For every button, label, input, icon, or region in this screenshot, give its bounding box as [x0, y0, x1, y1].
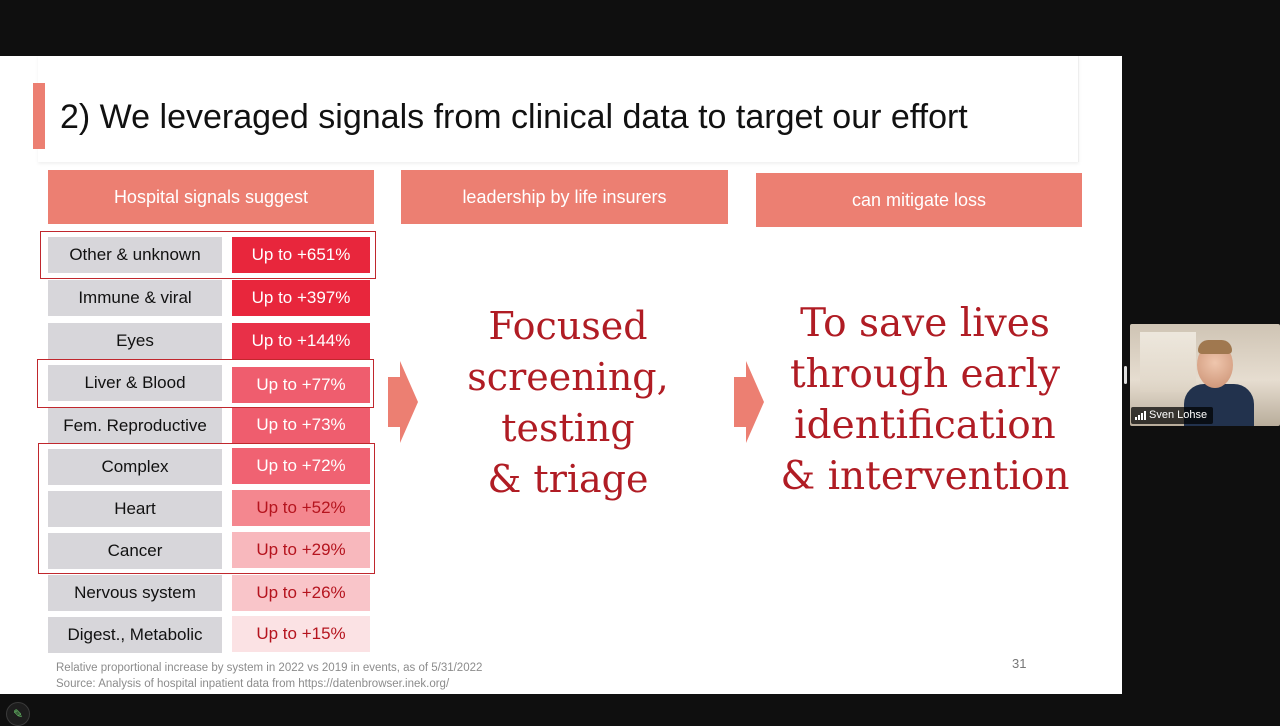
- pencil-icon: ✎: [12, 707, 24, 721]
- presentation-slide: 2) We leveraged signals from clinical da…: [0, 56, 1122, 694]
- signal-label: Immune & viral: [48, 280, 222, 316]
- signal-label: Cancer: [48, 533, 222, 569]
- column-header-mitigate-loss: can mitigate loss: [756, 173, 1082, 227]
- focused-screening-text: Focused screening, testing & triage: [467, 304, 669, 501]
- signal-strength-icon: [1135, 411, 1146, 420]
- signal-label: Eyes: [48, 323, 222, 359]
- signal-label: Other & unknown: [48, 237, 222, 273]
- signal-value: Up to +29%: [232, 532, 370, 568]
- signal-label: Liver & Blood: [48, 365, 222, 401]
- title-area: [38, 56, 1079, 162]
- signal-value: Up to +73%: [232, 407, 370, 443]
- panel-resize-handle[interactable]: [1124, 366, 1127, 384]
- page-number: 31: [1012, 656, 1027, 671]
- footnote-method: Relative proportional increase by system…: [56, 662, 483, 674]
- participant-hair: [1198, 340, 1232, 354]
- save-lives-text: To save lives through early identificati…: [780, 301, 1070, 499]
- participant-name: Sven Lohse: [1149, 409, 1208, 421]
- signal-value: Up to +651%: [232, 237, 370, 273]
- signal-label: Fem. Reproductive: [48, 408, 222, 444]
- signal-label: Complex: [48, 449, 222, 485]
- arrow-right-icon: [734, 361, 764, 443]
- column-header-hospital-signals: Hospital signals suggest: [48, 170, 374, 224]
- slide-title: 2) We leveraged signals from clinical da…: [60, 98, 968, 136]
- signal-label: Heart: [48, 491, 222, 527]
- signal-value: Up to +15%: [232, 616, 370, 652]
- participant-name-tag: Sven Lohse: [1131, 407, 1214, 424]
- title-accent-bar: [33, 83, 45, 149]
- highlight-box-liver-blood: [37, 359, 374, 408]
- signal-value: Up to +26%: [232, 575, 370, 611]
- signal-value: Up to +77%: [232, 367, 370, 403]
- signal-value: Up to +72%: [232, 448, 370, 484]
- signal-value: Up to +52%: [232, 490, 370, 526]
- background-window: [1140, 332, 1196, 392]
- arrow-right-icon: [388, 361, 418, 443]
- annotate-button[interactable]: ✎: [6, 702, 30, 726]
- signal-value: Up to +397%: [232, 280, 370, 316]
- footnote-source: Source: Analysis of hospital inpatient d…: [56, 678, 450, 690]
- signal-value: Up to +144%: [232, 323, 370, 359]
- highlight-box-complex-heart-cancer: [38, 443, 375, 574]
- signal-label: Digest., Metabolic: [48, 617, 222, 653]
- highlight-box-other: [40, 231, 376, 279]
- signal-label: Nervous system: [48, 575, 222, 611]
- column-header-leadership: leadership by life insurers: [401, 170, 728, 224]
